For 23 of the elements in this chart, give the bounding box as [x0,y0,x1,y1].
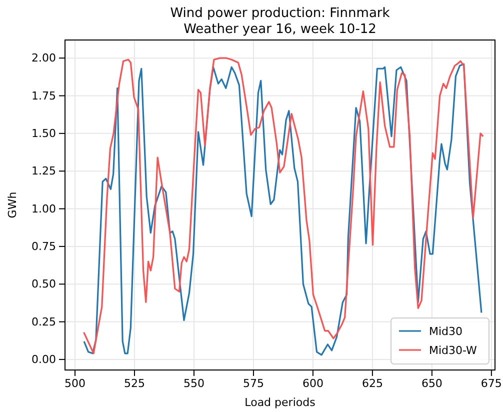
y-tick-label: 0.25 [32,315,56,328]
x-tick-label: 500 [64,376,86,390]
x-tick-label: 650 [421,376,442,390]
chart-title: Wind power production: Finnmark [170,6,390,21]
x-tick-label: 525 [124,376,145,390]
x-tick-label: 575 [242,376,264,390]
x-tick-label: 550 [183,376,204,390]
y-tick-label: 1.75 [32,89,56,102]
legend-label: Mid30 [429,325,463,338]
x-tick-label: 625 [362,376,383,390]
x-axis-title: Load periods [244,396,316,409]
y-axis-title: GWh [6,192,19,218]
y-tick-label: 2.00 [32,52,56,65]
y-tick-label: 1.50 [32,126,56,140]
y-tick-label: 1.25 [32,164,56,178]
y-tick-label: 0.00 [32,352,56,366]
y-tick-label: 0.75 [32,240,56,253]
y-tick-label: 1.00 [32,202,56,216]
chart-subtitle: Weather year 16, week 10-12 [184,22,376,37]
x-tick-label: 600 [302,376,324,390]
x-tick-label: 675 [480,376,502,390]
y-tick-label: 0.50 [32,278,56,291]
legend-label: Mid30-W [429,344,478,357]
